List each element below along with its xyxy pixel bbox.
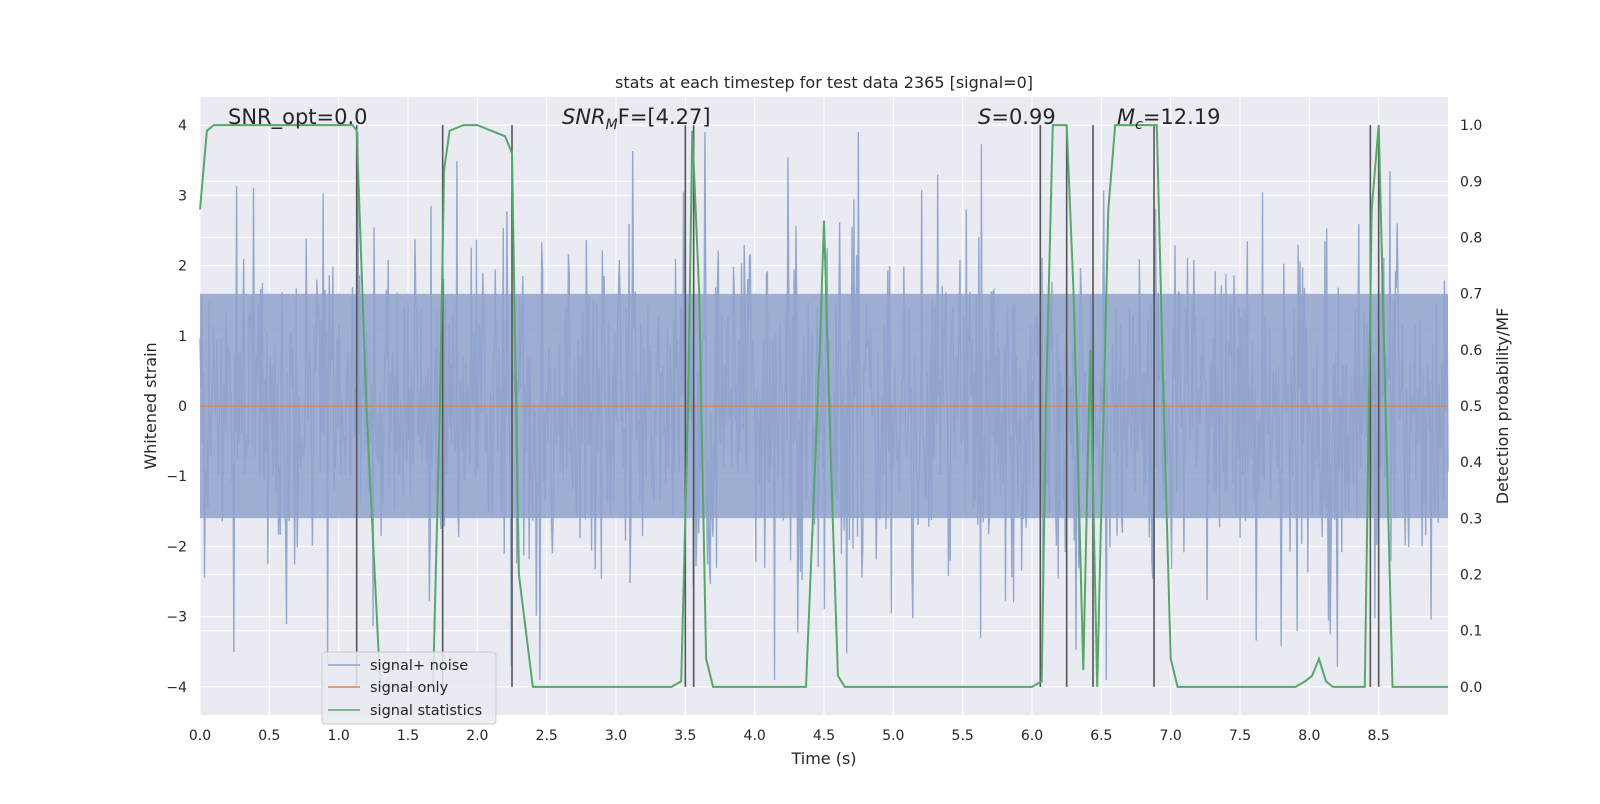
x-tick-label-10: 5.0 [882,728,904,744]
y-right-tick-label-10: 1.0 [1460,118,1482,134]
x-tick-label-13: 6.5 [1090,728,1112,744]
x-tick-label-14: 7.0 [1160,728,1182,744]
annotation-s-italic: S [978,105,991,129]
x-tick-labels: 0.0 0.5 1.0 1.5 2.0 2.5 3.0 3.5 4.0 4.5 5.0 5.5 6.0 6… [189,728,1390,744]
y-left-tick-label-4: 0 [178,399,187,415]
x-axis-label: Time (s) [790,749,856,768]
annotation-mc: Mc=12.19 [1117,105,1221,133]
y-right-tick-label-5: 0.5 [1460,399,1482,415]
y-left-tick-label-8: 4 [178,118,187,134]
x-tick-label-1: 0.5 [258,728,280,744]
y-right-tick-label-3: 0.3 [1460,511,1482,527]
x-tick-label-0: 0.0 [189,728,211,744]
annotation-s: S=0.99 [978,105,1056,129]
y-left-tick-label-6: 2 [178,259,187,275]
annotation-snr-mf-main: SNR [562,105,606,129]
y-left-tick-labels: −4 −3 −2 −1 0 1 2 3 4 [166,118,187,696]
legend-noise-label: signal+ noise [370,658,468,674]
chart-title: stats at each timestep for test data 236… [615,73,1033,92]
annotation-s-rest: =0.99 [991,105,1055,129]
legend-stats-label: signal statistics [370,703,482,719]
y-right-axis-label: Detection probability/MF [1493,308,1512,505]
x-tick-label-5: 2.5 [536,728,558,744]
annotation-mc-sub: c [1135,117,1143,133]
x-tick-label-7: 3.5 [674,728,696,744]
y-left-tick-label-0: −4 [166,680,187,696]
annotation-mc-main: M [1117,105,1135,129]
x-tick-label-17: 8.5 [1368,728,1390,744]
x-tick-label-16: 8.0 [1298,728,1320,744]
y-left-tick-label-5: 1 [178,329,187,345]
y-left-tick-label-3: −1 [166,469,187,485]
legend-signal-label: signal only [370,680,449,696]
y-right-tick-label-4: 0.4 [1460,455,1482,471]
annotation-mc-rest: =12.19 [1143,105,1221,129]
y-right-tick-label-9: 0.9 [1460,174,1482,190]
x-tick-label-15: 7.5 [1229,728,1251,744]
x-tick-label-8: 4.0 [744,728,766,744]
x-tick-label-3: 1.5 [397,728,419,744]
vertical-marker-lines [355,125,1380,687]
y-right-tick-label-7: 0.7 [1460,287,1482,303]
signal-statistics-line [199,124,1448,688]
y-left-axis-label: Whitened strain [141,342,160,469]
x-tick-label-2: 1.0 [328,728,350,744]
y-left-tick-label-1: −3 [166,610,187,626]
y-left-tick-label-7: 3 [178,188,187,204]
y-right-tick-label-2: 0.2 [1460,568,1482,584]
annotation-snr-mf: SNRMF=[4.27] [562,105,711,133]
y-right-tick-labels: 0.0 0.1 0.2 0.3 0.4 0.5 0.6 0.7 0.8 0.9 1.0 [1460,118,1482,696]
x-tick-label-6: 3.0 [605,728,627,744]
legend: signal+ noise signal only signal statist… [321,651,497,725]
x-tick-label-12: 6.0 [1021,728,1043,744]
annotation-snr-mf-rest: F=[4.27] [618,105,711,129]
y-right-tick-label-6: 0.6 [1460,343,1482,359]
annotation-snr-mf-sub: M [606,117,618,133]
x-tick-label-11: 5.5 [952,728,974,744]
y-right-tick-label-0: 0.0 [1460,680,1482,696]
noise-trace [199,132,1449,680]
y-right-tick-label-8: 0.8 [1460,230,1482,246]
y-right-tick-label-1: 0.1 [1460,624,1482,640]
x-tick-label-4: 2.0 [466,728,488,744]
x-tick-label-9: 4.5 [813,728,835,744]
legend-box [321,651,497,725]
y-left-tick-label-2: −2 [166,539,187,555]
annotation-snr-opt: SNR_opt=0.0 [228,105,368,130]
